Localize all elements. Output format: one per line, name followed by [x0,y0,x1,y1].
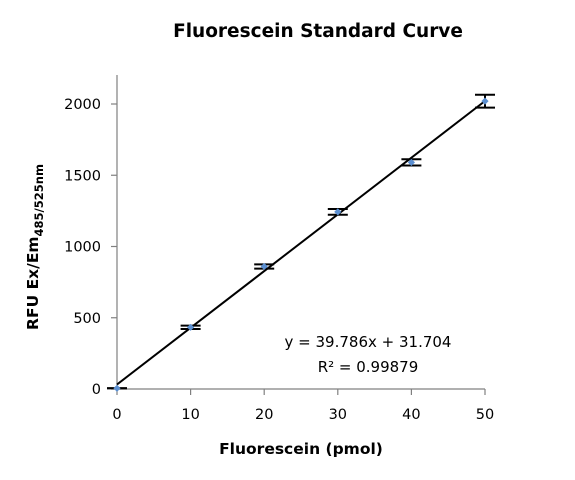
chart-title: Fluorescein Standard Curve [173,21,463,42]
y-tick-label: 2000 [64,97,101,113]
svg-text:RFU Ex/Em485/525nm: RFU Ex/Em485/525nm [24,164,46,330]
x-tick-label: 0 [112,407,121,423]
y-axis-ticks: 0 500 1000 1500 2000 [64,97,117,398]
y-axis-title-group: RFU Ex/Em485/525nm [24,164,46,330]
y-tick-label: 1500 [64,168,101,184]
x-tick-label: 40 [402,407,420,423]
y-tick-label: 0 [92,382,101,398]
x-axis-title: Fluorescein (pmol) [219,440,383,458]
data-point [187,323,195,331]
r-squared-label: R² = 0.99879 [318,358,419,376]
data-point [481,97,489,105]
data-points [113,97,489,392]
y-axis-title-subscript: 485/525nm [32,164,46,236]
data-point [113,384,121,392]
y-axis-title: RFU Ex/Em [24,236,42,330]
data-point [407,158,415,167]
y-tick-label: 1000 [64,240,101,256]
y-tick-label: 500 [73,311,101,327]
trendline-equation: y = 39.786x + 31.704 [285,333,452,351]
x-tick-label: 20 [255,407,273,423]
data-point [260,262,268,271]
x-tick-label: 10 [181,407,199,423]
x-tick-label: 50 [476,407,494,423]
trendline [116,100,486,386]
data-point [334,208,342,216]
x-tick-label: 30 [329,407,347,423]
x-axis-ticks: 0 10 20 30 40 50 [112,389,494,423]
